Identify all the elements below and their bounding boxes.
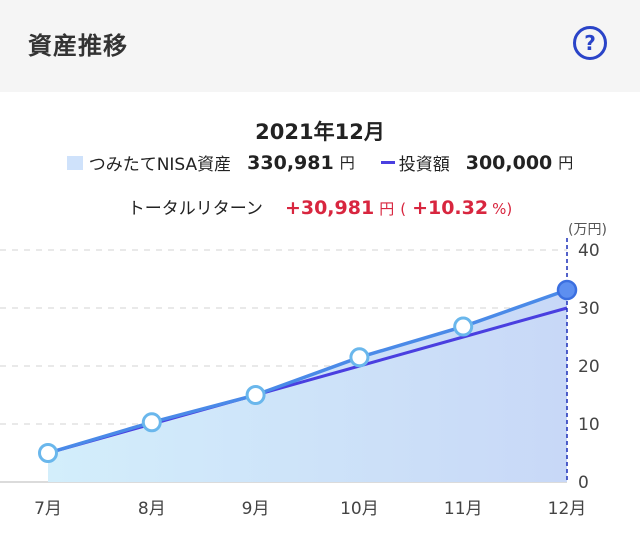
header: 資産推移 ? (0, 0, 640, 92)
page-title: 資産推移 (28, 32, 128, 60)
asset-unit: 円 (339, 154, 355, 172)
asset-point[interactable] (141, 412, 162, 433)
invest-line-icon (380, 161, 395, 164)
return-unit: 円 (379, 200, 395, 218)
help-icon[interactable]: ? (573, 26, 607, 60)
asset-line (47, 288, 568, 455)
legend-row: つみたてNISA資産 330,981 円 投資額 300,000 円 (0, 150, 640, 175)
return-row: トータルリターン +30,981 円 ( +10.32 %) (0, 194, 640, 219)
invest-label: 投資額 (398, 155, 450, 175)
return-pct-unit: %) (492, 200, 513, 218)
y-axis-unit: (万円) (568, 222, 607, 238)
selected-period: 2021年12月 (255, 120, 385, 144)
asset-point-selected[interactable] (556, 279, 578, 301)
return-value: +30,981 (284, 197, 375, 219)
x-tick-label: 9月 (242, 499, 270, 519)
invest-value: 300,000 (465, 151, 553, 174)
x-tick-label: 8月 (138, 499, 166, 519)
y-tick-label: 40 (578, 241, 600, 261)
y-tick-label: 0 (578, 473, 589, 493)
x-tick-label: 12月 (548, 499, 587, 519)
asset-point[interactable] (38, 443, 58, 463)
x-tick-label: 11月 (444, 499, 483, 519)
y-tick-label: 10 (578, 415, 600, 435)
return-pct: +10.32 (412, 197, 489, 219)
y-tick-label: 30 (578, 299, 600, 319)
asset-label: つみたてNISA資産 (88, 155, 232, 175)
x-tick-label: 7月 (34, 499, 62, 519)
return-paren: ( (400, 200, 407, 218)
asset-point[interactable] (245, 385, 266, 405)
asset-value: 330,981 (247, 151, 334, 174)
return-label: トータルリターン (127, 199, 263, 219)
asset-point[interactable] (453, 316, 474, 337)
asset-area (48, 290, 567, 482)
asset-swatch-icon (66, 155, 83, 170)
invest-unit: 円 (558, 154, 574, 172)
x-tick-label: 10月 (340, 499, 379, 519)
asset-point[interactable] (349, 347, 370, 368)
y-tick-label: 20 (578, 357, 600, 377)
